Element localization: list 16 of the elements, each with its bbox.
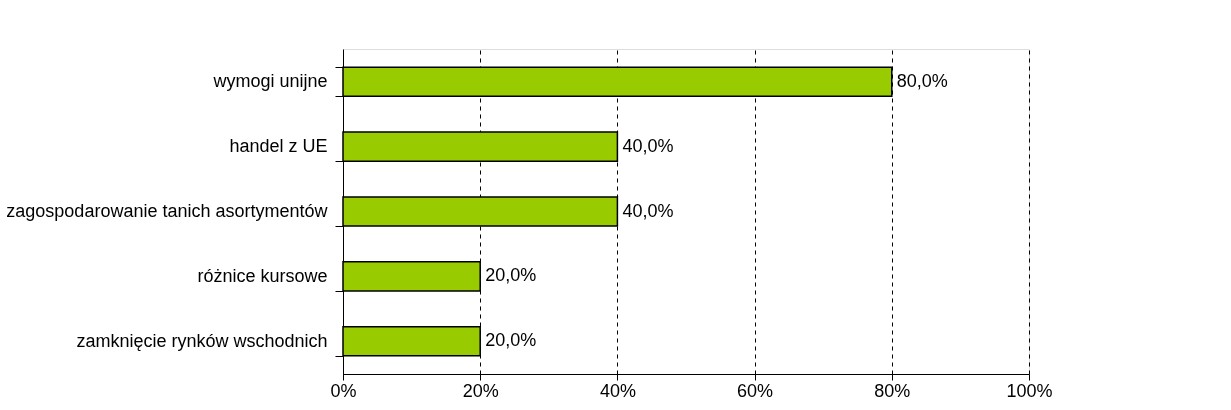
x-tick-label: 0% [330,380,357,401]
data-label: 80,0% [896,70,948,91]
data-label: 40,0% [622,200,674,221]
data-label: 40,0% [622,135,674,156]
data-label: 20,0% [485,265,537,286]
y-tick-label: zamknięcie rynków wschodnich [76,330,328,351]
y-tick-label: wymogi unijne [212,71,328,92]
y-tick-label: zagospodarowanie tanich asortymentów [6,201,329,221]
data-label: 20,0% [485,330,537,351]
x-tick-label: 80% [874,380,911,401]
x-tick-label: 40% [599,380,636,401]
x-tick-label: 100% [1006,380,1053,401]
y-tick-label: różnice kursowe [197,265,328,286]
y-tick-label: handel z UE [229,136,328,157]
x-tick-label: 60% [737,380,774,401]
x-tick-label: 20% [462,380,499,401]
